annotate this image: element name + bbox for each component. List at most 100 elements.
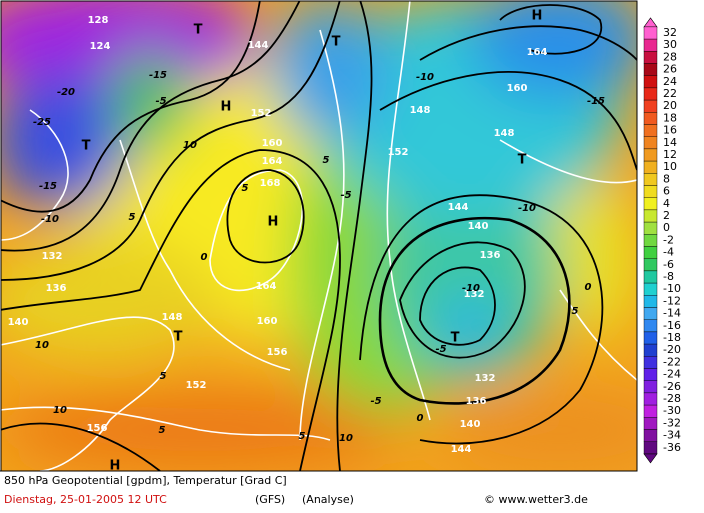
colorbar-swatch — [643, 417, 658, 430]
colorbar-label: -20 — [663, 343, 681, 356]
geopotential-label: 148 — [494, 128, 515, 139]
temperature-label: 5 — [160, 371, 167, 382]
geopotential-label: 132 — [42, 251, 63, 262]
colorbar-label: 28 — [663, 50, 677, 63]
temperature-label: 5 — [129, 212, 136, 223]
geopotential-label: 148 — [410, 105, 431, 116]
colorbar-label: 10 — [663, 160, 677, 173]
colorbar-swatch — [643, 173, 658, 186]
pressure-center: T — [451, 331, 460, 346]
colorbar-swatch — [643, 148, 658, 162]
temperature-label: 10 — [53, 405, 67, 416]
temperature-label: -15 — [149, 70, 167, 81]
pressure-center: H — [221, 100, 232, 115]
temperature-label: -10 — [41, 214, 59, 225]
temperature-label: -5 — [435, 344, 446, 355]
colorbar-swatch — [643, 368, 658, 381]
pressure-center: T — [518, 153, 527, 168]
colorbar-swatch — [643, 63, 658, 76]
colorbar-label: 30 — [663, 38, 677, 51]
colorbar-label: -30 — [663, 404, 681, 417]
pressure-center: T — [194, 23, 203, 38]
colorbar-swatch — [643, 112, 658, 125]
colorbar-swatch — [643, 136, 658, 150]
temperature-label: 5 — [299, 431, 306, 442]
colorbar-label: 20 — [663, 99, 677, 112]
colorbar-label: -18 — [663, 331, 681, 344]
colorbar-swatch — [643, 392, 658, 406]
geopotential-label: 168 — [260, 178, 281, 189]
colorbar-swatch — [643, 356, 658, 369]
pressure-center: H — [532, 9, 543, 24]
colorbar-swatch — [643, 197, 658, 211]
colorbar-label: 24 — [663, 75, 677, 88]
colorbar-swatch — [643, 319, 658, 333]
geopotential-label: 132 — [475, 373, 496, 384]
colorbar-swatch — [643, 234, 658, 247]
colorbar-swatch — [643, 75, 658, 89]
geopotential-label: 124 — [90, 41, 111, 52]
colorbar-label: -8 — [663, 270, 674, 283]
colorbar-swatch — [643, 26, 658, 40]
colorbar-label: -36 — [663, 441, 681, 454]
geopotential-label: 128 — [88, 15, 109, 26]
temperature-label: -5 — [340, 190, 351, 201]
colorbar-label: 8 — [663, 172, 670, 185]
colorbar-label: -32 — [663, 416, 681, 429]
temperature-label: 10 — [339, 433, 353, 444]
colorbar-swatch — [643, 51, 658, 64]
geopotential-label: 164 — [256, 281, 277, 292]
temperature-label: 5 — [242, 183, 249, 194]
colorbar-label: -24 — [663, 368, 681, 381]
temperature-label: 10 — [35, 340, 49, 351]
temperature-label: 5 — [572, 306, 579, 317]
colorbar: 32302826242220181614121086420-2-4-6-8-10… — [643, 17, 681, 464]
colorbar-label: -22 — [663, 355, 681, 368]
colorbar-label: 14 — [663, 136, 677, 149]
geopotential-label: 152 — [186, 380, 207, 391]
geopotential-label: 164 — [527, 47, 548, 58]
colorbar-swatch — [643, 38, 658, 52]
geopotential-label: 136 — [46, 283, 67, 294]
temperature-label: -20 — [57, 87, 75, 98]
colorbar-label: 22 — [663, 87, 677, 100]
colorbar-swatch — [643, 124, 658, 137]
colorbar-swatch — [643, 343, 658, 357]
colorbar-label: 6 — [663, 185, 670, 198]
colorbar-label: -2 — [663, 233, 674, 246]
colorbar-label: -6 — [663, 258, 674, 271]
map-field — [1, 1, 637, 471]
colorbar-bottom-arrow — [643, 453, 658, 464]
colorbar-label: -16 — [663, 319, 681, 332]
temperature-label: 0 — [585, 282, 592, 293]
geopotential-label: 152 — [388, 147, 409, 158]
geopotential-label: 152 — [251, 108, 272, 119]
geopotential-label: 136 — [466, 396, 487, 407]
geopotential-label: 160 — [262, 138, 283, 149]
geopotential-label: 160 — [257, 316, 278, 327]
geopotential-label: 156 — [87, 423, 108, 434]
colorbar-label: -10 — [663, 282, 681, 295]
colorbar-swatch — [643, 160, 658, 174]
footer-title: 850 hPa Geopotential [gpdm], Temperatur … — [4, 474, 287, 487]
colorbar-label: -28 — [663, 392, 681, 405]
geopotential-label: 144 — [451, 444, 472, 455]
geopotential-label: 156 — [267, 347, 288, 358]
temperature-label: -10 — [416, 72, 434, 83]
colorbar-top-arrow — [643, 17, 658, 28]
temperature-label: 5 — [323, 155, 330, 166]
pressure-center: T — [82, 139, 91, 154]
temperature-label: 0 — [201, 252, 208, 263]
colorbar-swatch — [643, 185, 658, 198]
geopotential-label: 160 — [507, 83, 528, 94]
temperature-label: 10 — [183, 140, 197, 151]
colorbar-label: 12 — [663, 148, 677, 161]
geopotential-label: 144 — [448, 202, 469, 213]
colorbar-swatch — [643, 380, 658, 394]
colorbar-label: 2 — [663, 209, 670, 222]
temperature-label: -10 — [462, 283, 480, 294]
colorbar-swatch — [643, 295, 658, 308]
colorbar-swatch — [643, 258, 658, 272]
